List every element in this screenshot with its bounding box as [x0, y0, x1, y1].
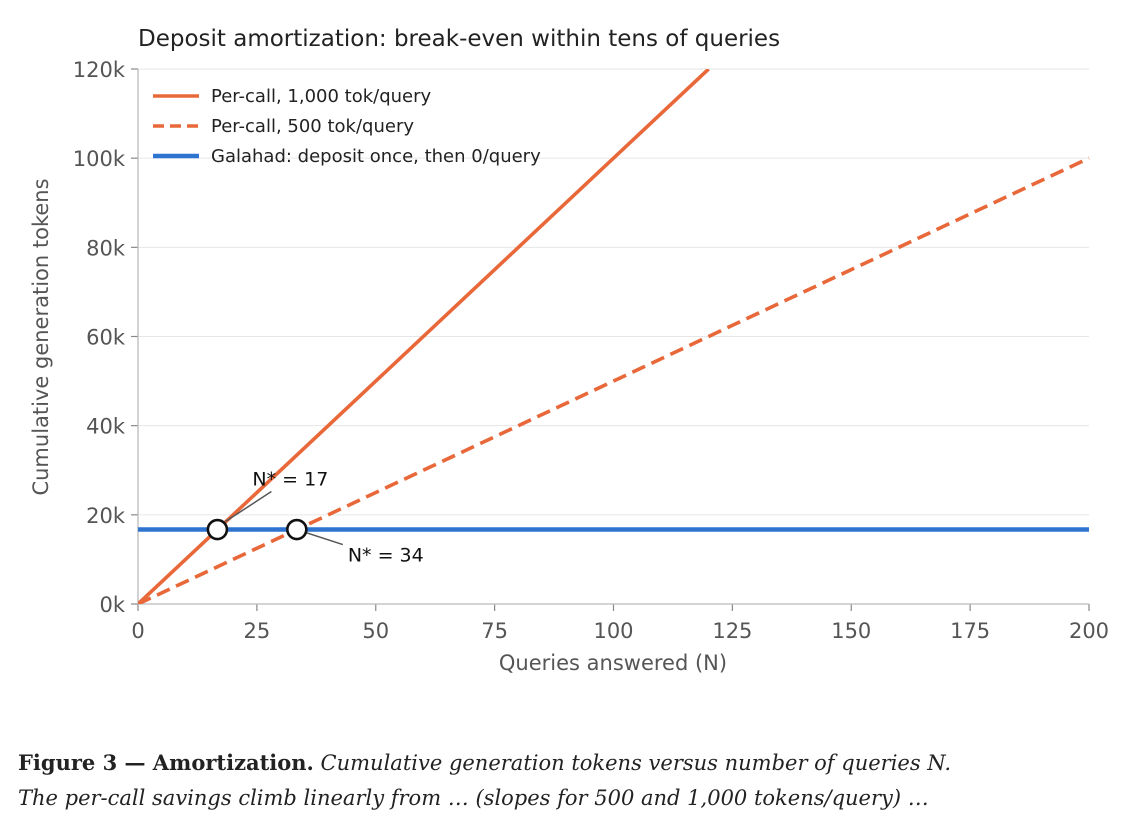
- y-tick-label: 0k: [99, 593, 125, 617]
- x-tick-label: 0: [131, 619, 144, 643]
- legend-label-2: Per-call, 500 tok/query: [211, 116, 414, 137]
- x-tick-label: 75: [481, 619, 508, 643]
- caption-label: Figure 3 — Amortization.: [18, 750, 314, 775]
- x-tick-label: 50: [362, 619, 389, 643]
- x-tick-label: 150: [831, 619, 871, 643]
- y-axis-label: Cumulative generation tokens: [29, 178, 53, 495]
- annotation-label: N* = 17: [252, 469, 328, 491]
- legend: Per-call, 1,000 tok/query Per-call, 500 t…: [153, 86, 541, 167]
- caption-text-2: The per-call savings climb linearly from…: [18, 786, 929, 810]
- legend-label-3: Galahad: deposit once, then 0/query: [211, 146, 541, 167]
- caption-text: Cumulative generation tokens versus numb…: [313, 751, 951, 775]
- x-axis-label: Queries answered (N): [499, 651, 727, 675]
- x-tick-label: 175: [950, 619, 990, 643]
- annotation-leader: [305, 531, 344, 546]
- figure-caption: Figure 3 — Amortization. Cumulative gene…: [18, 745, 1118, 816]
- series-line-1: [138, 69, 710, 604]
- x-tick-label: 25: [244, 619, 271, 643]
- tick-labels: 0k 20k 40k 60k 80k 100k 120k 0 25 50 75 100 125 150 17…: [73, 58, 1109, 643]
- break-even-marker: [286, 518, 308, 541]
- annotation-label: N* = 34: [348, 545, 424, 567]
- break-even-marker: [206, 518, 229, 541]
- x-tick-label: 100: [593, 619, 633, 643]
- y-tick-label: 120k: [73, 58, 126, 82]
- axes: [131, 68, 1090, 611]
- x-tick-label: 125: [712, 619, 752, 643]
- amortization-chart: Deposit amortization: break-even within …: [29, 26, 1109, 675]
- series-line-2: [138, 156, 1090, 604]
- x-tick-label: 200: [1069, 619, 1109, 643]
- annotation-leader: [224, 490, 272, 523]
- y-tick-label: 100k: [73, 147, 126, 171]
- y-tick-label: 60k: [86, 326, 126, 350]
- legend-label-1: Per-call, 1,000 tok/query: [211, 86, 432, 107]
- chart-title: Deposit amortization: break-even within …: [138, 26, 780, 52]
- annotations: N* = 17 N* = 34: [206, 469, 424, 567]
- y-tick-label: 80k: [86, 236, 126, 260]
- y-tick-label: 20k: [86, 504, 126, 528]
- y-tick-label: 40k: [86, 415, 126, 439]
